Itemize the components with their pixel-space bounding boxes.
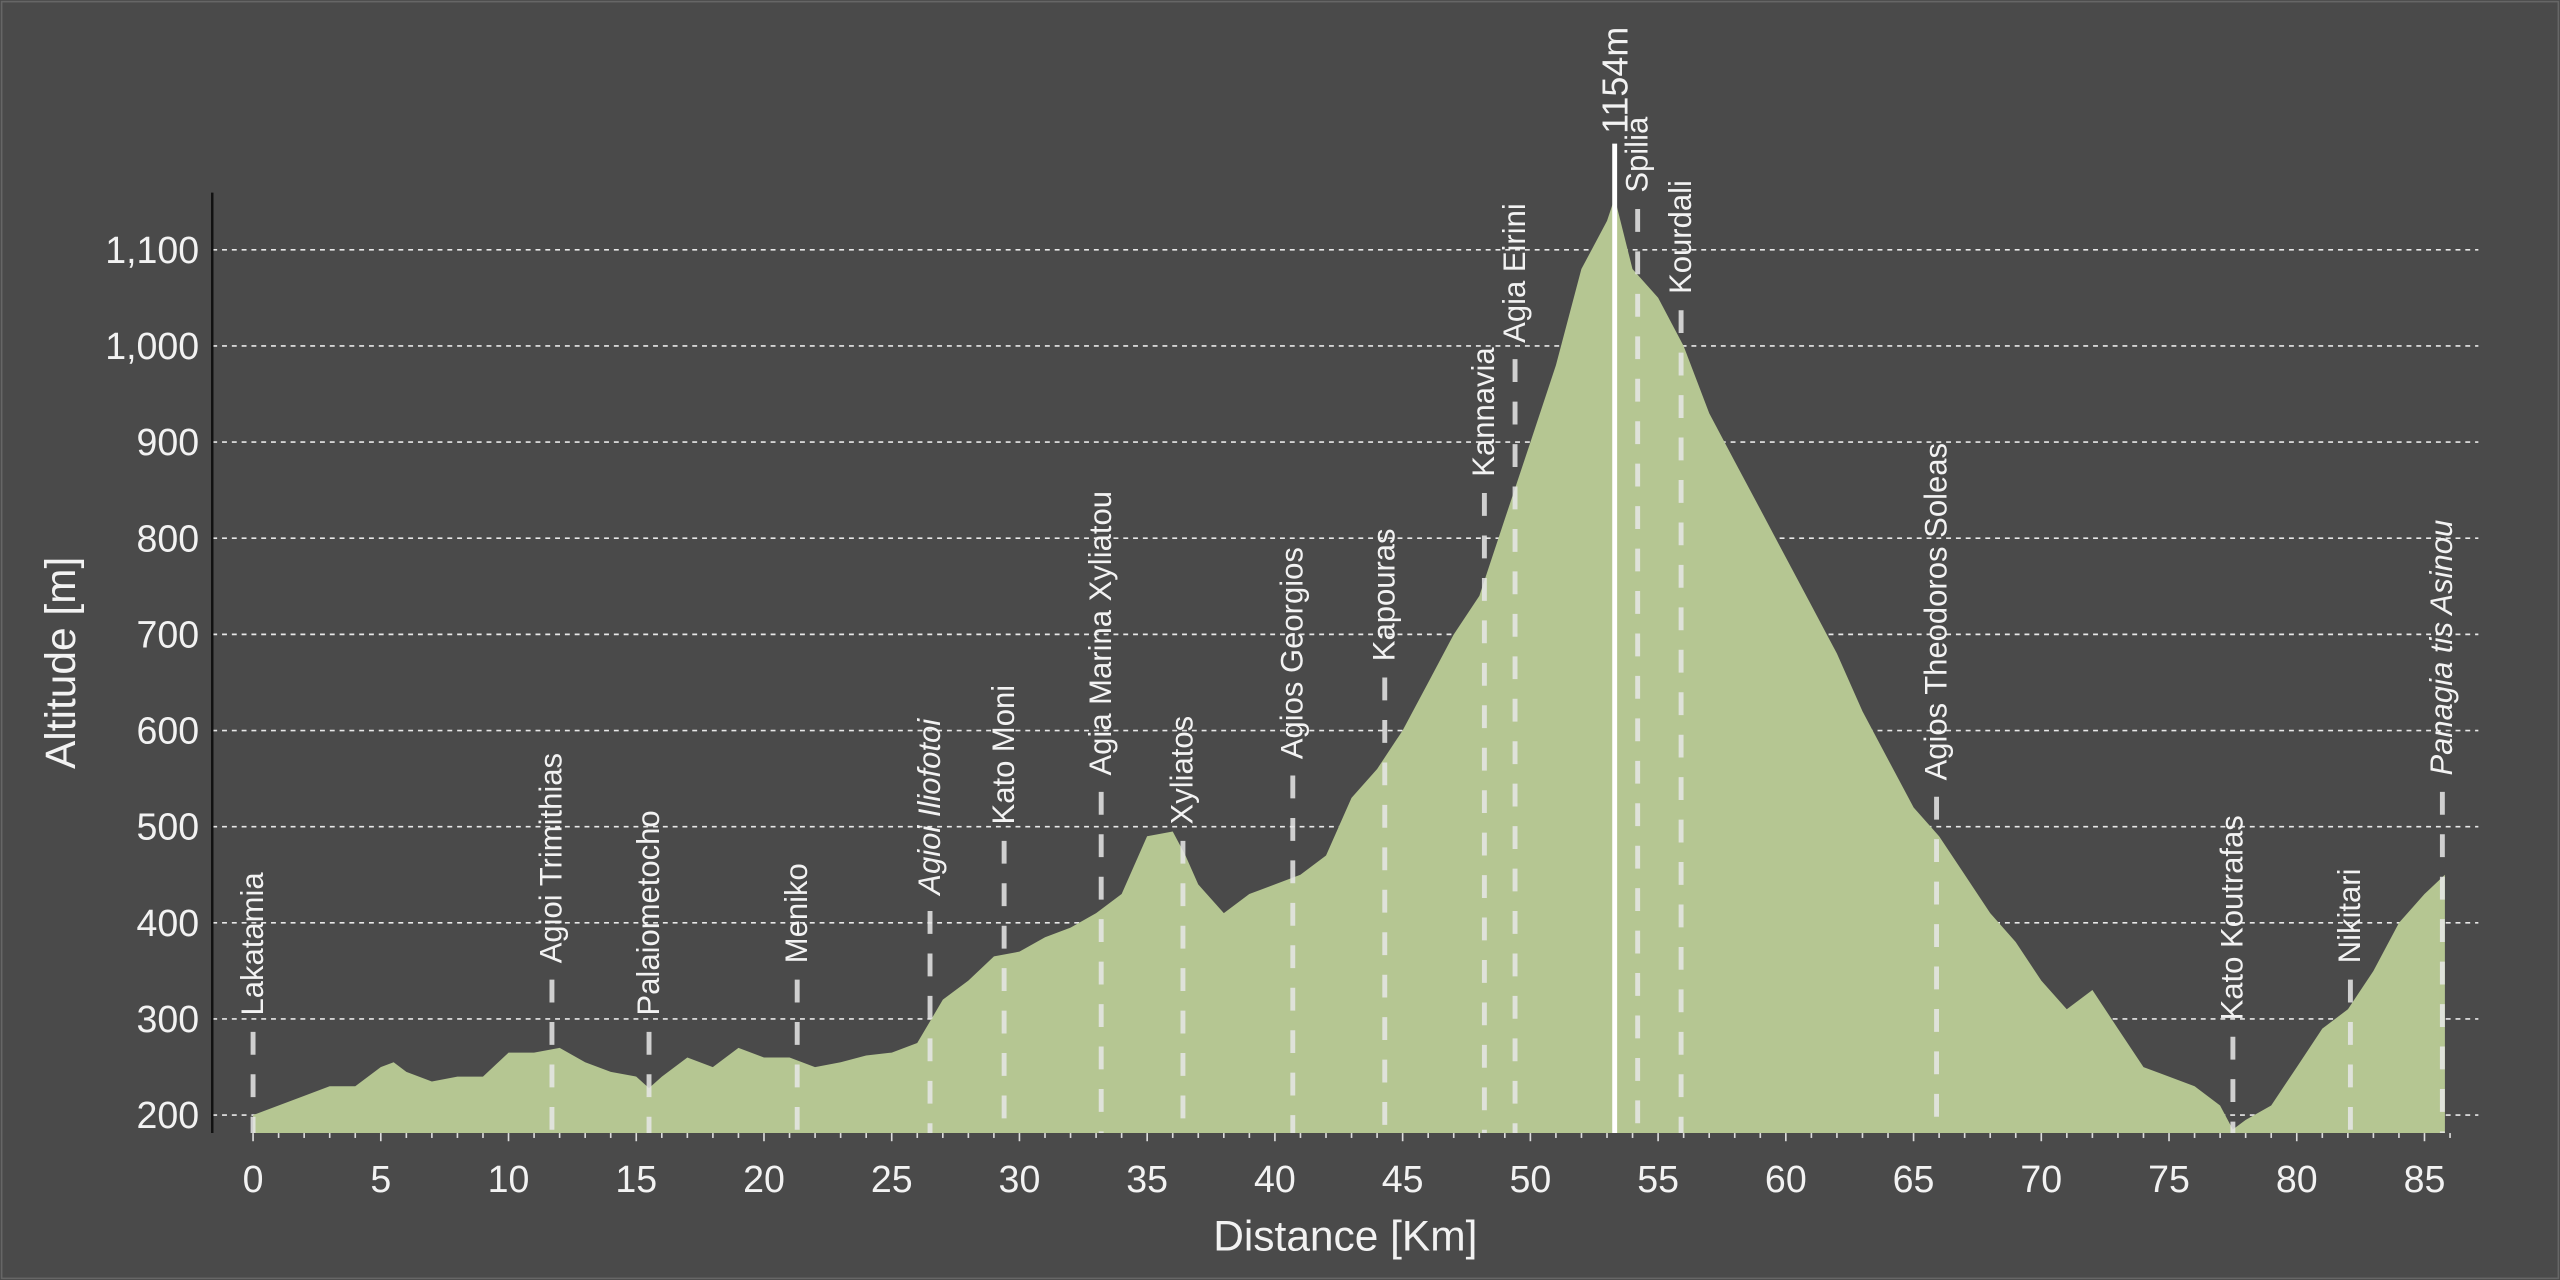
x-tick-label: 20: [743, 1158, 785, 1200]
waypoint-label: Spilia: [1619, 116, 1654, 193]
waypoint-label: Nikitari: [2332, 868, 2367, 963]
waypoint-label: Meniko: [779, 863, 814, 963]
x-tick-label: 15: [615, 1158, 657, 1200]
elevation-area: [253, 197, 2445, 1134]
x-tick-label: 55: [1637, 1158, 1679, 1200]
y-tick-label: 300: [137, 998, 200, 1040]
waypoint-label: Lakatamia: [235, 872, 270, 1016]
waypoint-label: Kato Koutrafas: [2215, 815, 2250, 1020]
x-tick-label: 80: [2276, 1158, 2318, 1200]
x-axis-label: Distance [Km]: [1213, 1213, 1477, 1260]
peak-label: 1154m: [1595, 27, 1636, 134]
y-tick-label: 600: [137, 710, 200, 752]
x-tick-label: 10: [488, 1158, 530, 1200]
x-tick-label: 85: [2404, 1158, 2446, 1200]
y-tick-label: 1,000: [105, 325, 199, 367]
y-tick-label: 700: [137, 613, 200, 655]
waypoint-label: Agioi Trimithias: [534, 753, 569, 963]
waypoint-label: Kapouras: [1367, 528, 1402, 661]
y-tick-label: 900: [137, 421, 200, 463]
x-tick-label: 50: [1509, 1158, 1551, 1200]
waypoint-label: Kannavia: [1466, 347, 1501, 477]
x-tick-label: 70: [2020, 1158, 2062, 1200]
y-tick-label: 500: [137, 806, 200, 848]
x-tick-label: 60: [1765, 1158, 1807, 1200]
waypoint-label: Agios Georgios: [1275, 547, 1310, 759]
waypoint-label: Agios Theodoros Soleas: [1918, 443, 1953, 780]
waypoint-label: Agia Eirini: [1497, 203, 1532, 343]
waypoint-label: Agioi Iliofotoi: [912, 718, 947, 897]
waypoint-label: Kato Moni: [986, 685, 1021, 825]
y-tick-label: 200: [137, 1094, 200, 1136]
waypoint-label: Panagia tis Asinou: [2424, 520, 2459, 776]
waypoint-label: Kourdali: [1663, 180, 1698, 294]
waypoint-label: Agia Marina Xyliatou: [1083, 491, 1118, 775]
x-tick-label: 35: [1126, 1158, 1168, 1200]
waypoint-label: Palaiometocho: [631, 810, 666, 1015]
y-tick-label: 400: [137, 902, 200, 944]
x-tick-label: 65: [1893, 1158, 1935, 1200]
y-tick-label: 800: [137, 517, 200, 559]
x-tick-label: 45: [1382, 1158, 1424, 1200]
waypoint-label: Xyliatos: [1165, 716, 1200, 825]
y-tick-label: 1,100: [105, 229, 199, 271]
x-tick-label: 25: [871, 1158, 913, 1200]
x-tick-label: 30: [999, 1158, 1041, 1200]
y-axis-label: Altitude [m]: [37, 557, 84, 769]
x-tick-label: 40: [1254, 1158, 1296, 1200]
x-tick-label: 5: [370, 1158, 391, 1200]
x-tick-label: 75: [2148, 1158, 2190, 1200]
x-tick-label: 0: [243, 1158, 264, 1200]
